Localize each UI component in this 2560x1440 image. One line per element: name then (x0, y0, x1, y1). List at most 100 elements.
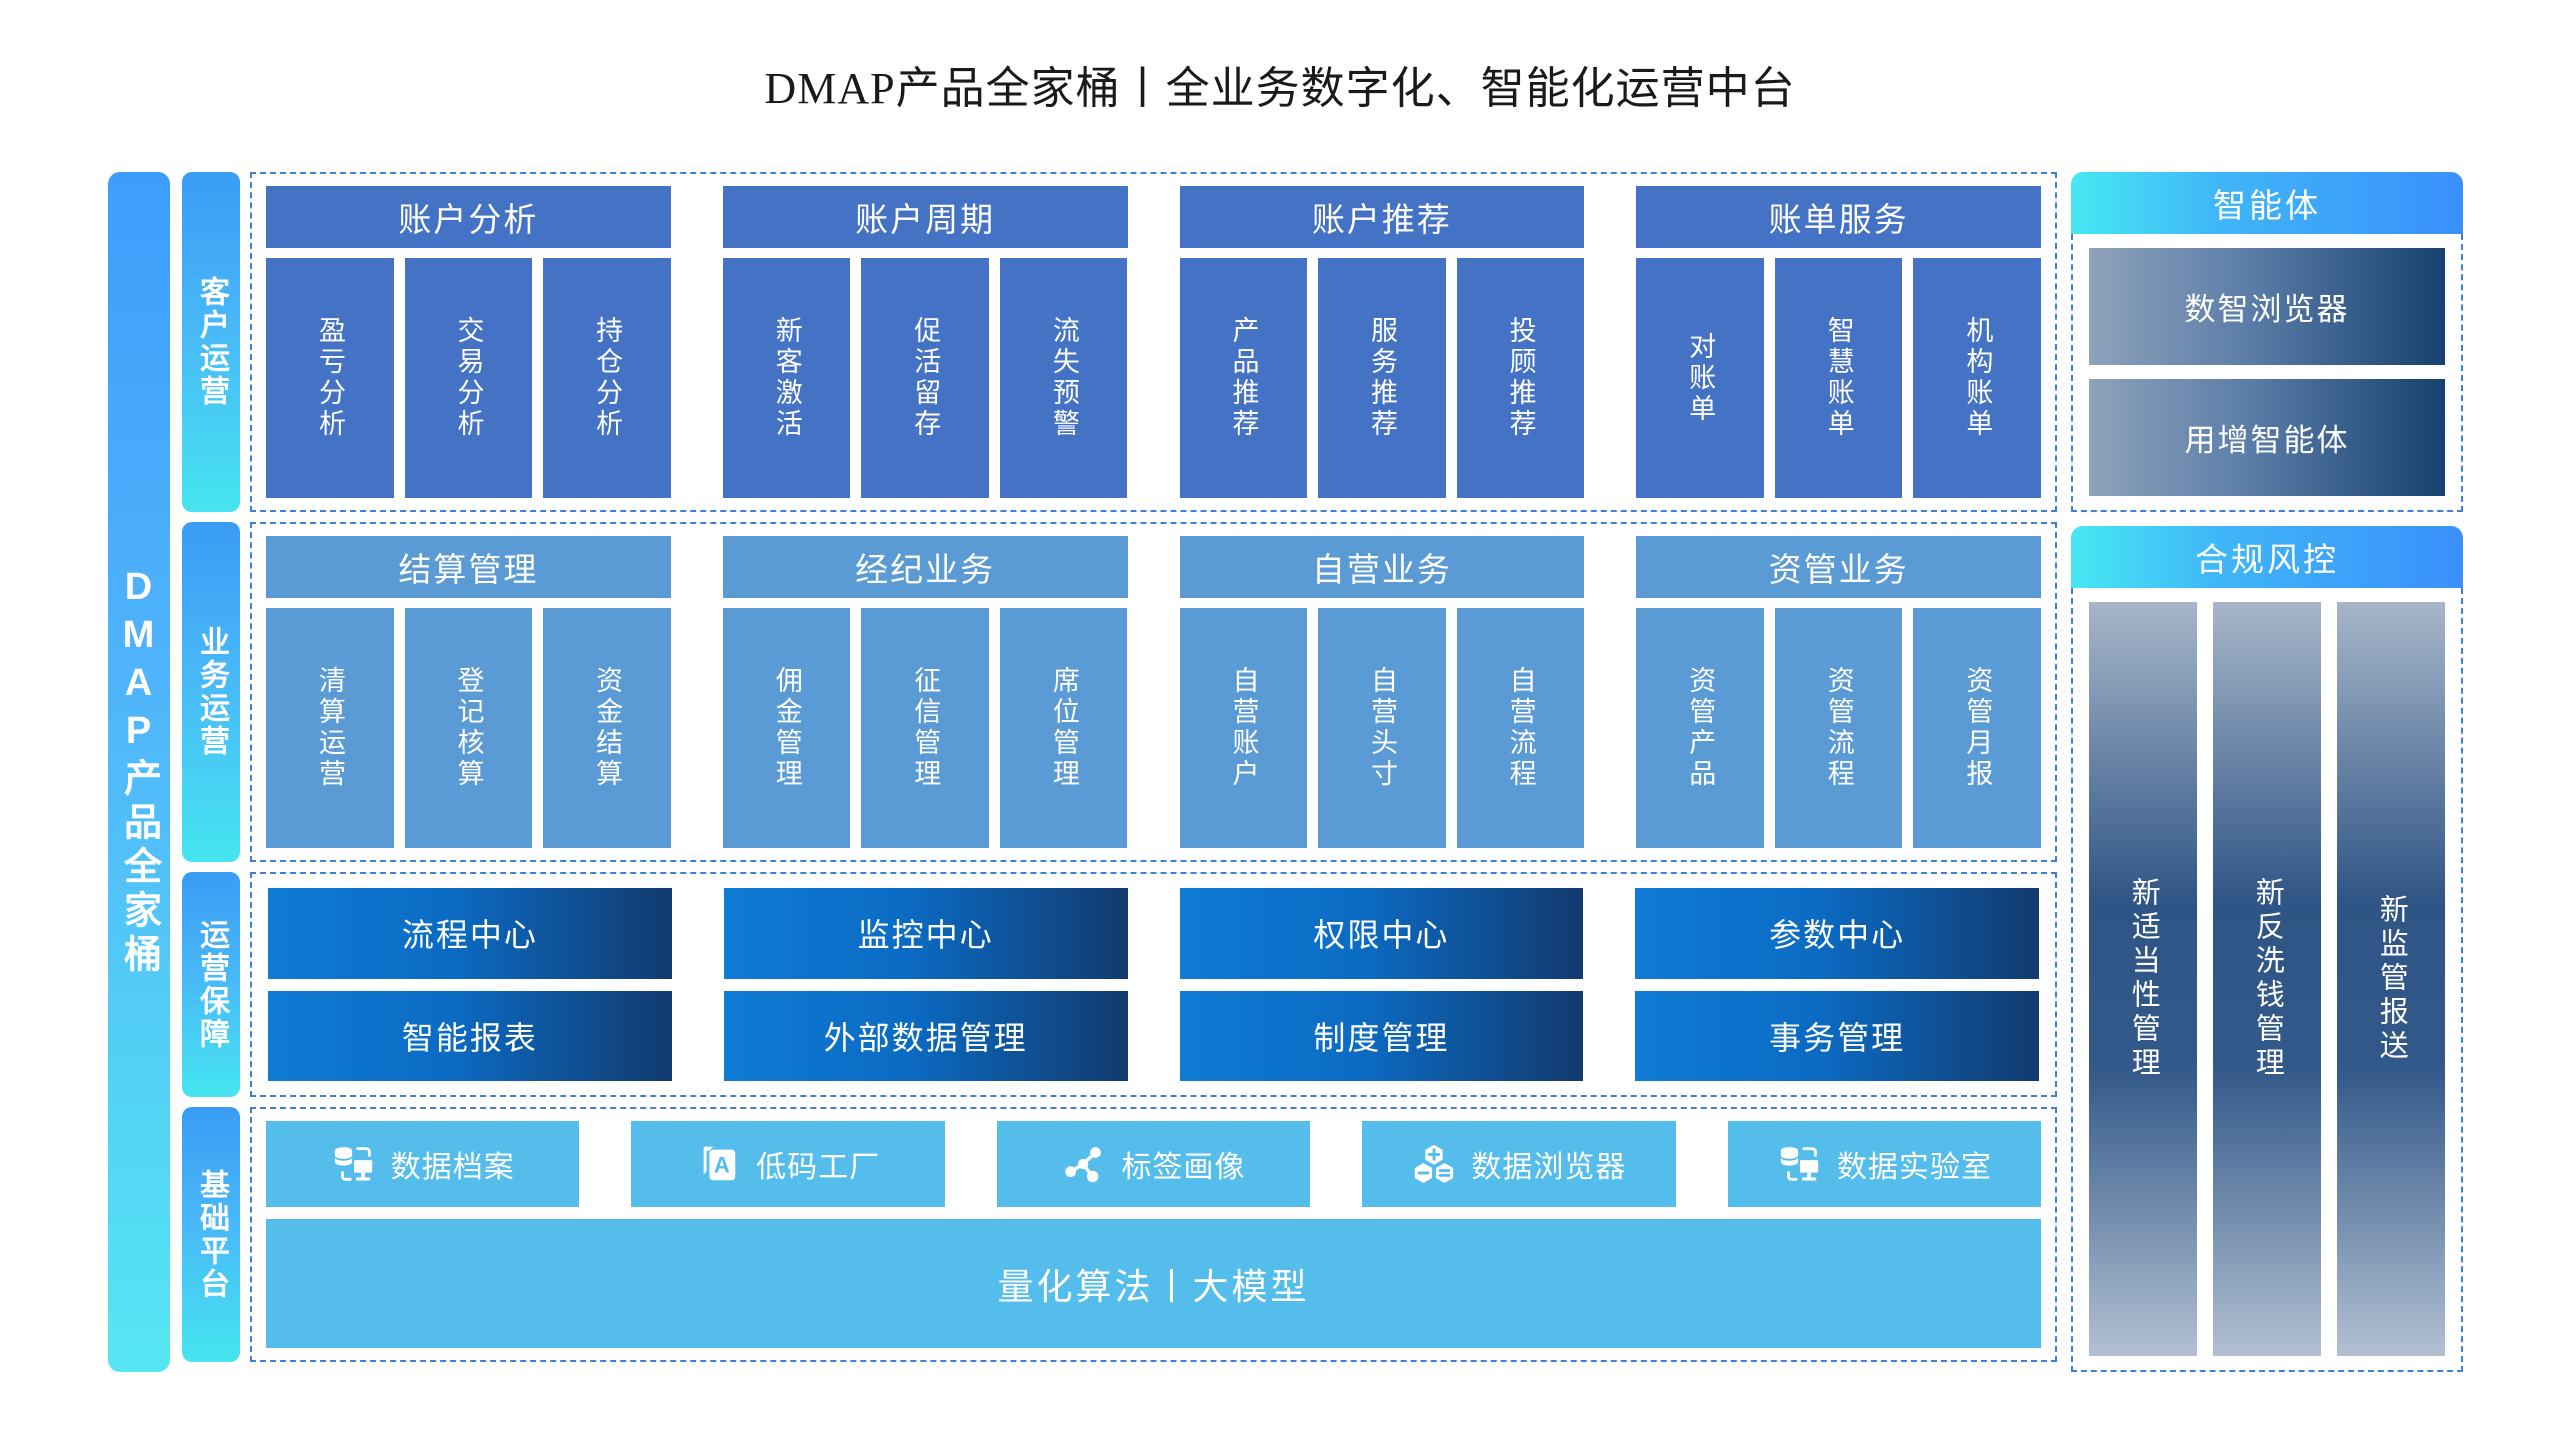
group-items: 清算运营 登记核算 资金结算 (266, 608, 671, 848)
group-item[interactable]: 资管产品 (1636, 608, 1764, 848)
group-title: 经纪业务 (722, 536, 1128, 598)
group-title: 账户周期 (722, 186, 1128, 248)
group-item[interactable]: 征信管理 (861, 608, 989, 848)
platform-wrap: 数据档案 A 低码工厂 (252, 1109, 2055, 1360)
group-item[interactable]: 盈亏分析 (266, 258, 394, 498)
row-business-operations: 业务运营 结算管理 清算运营 登记核算 资金结算 (182, 522, 2057, 862)
platform-chip[interactable]: A 低码工厂 (631, 1121, 945, 1207)
row-label-customer-operations: 客户运营 (182, 172, 240, 512)
row-customer-operations: 客户运营 账户分析 盈亏分析 交易分析 持仓分析 (182, 172, 2057, 512)
group-item[interactable]: 登记核算 (404, 608, 533, 848)
risk-card[interactable]: 新监管报送 (2337, 602, 2445, 1356)
brand-label: DMAP产品全家桶 (117, 566, 160, 978)
group-item[interactable]: 席位管理 (999, 608, 1128, 848)
row-label-text: 业务运营 (195, 626, 228, 758)
group-card[interactable]: 账单服务 对账单 智慧账单 机构账单 (1636, 186, 2041, 498)
ops-card[interactable]: 事务管理 (1635, 990, 2039, 1081)
group-item[interactable]: 资管月报 (1913, 608, 2041, 848)
platform-chip[interactable]: 数据浏览器 (1362, 1121, 1676, 1207)
group-item[interactable]: 智慧账单 (1774, 258, 1903, 498)
group-list-row1: 账户分析 盈亏分析 交易分析 持仓分析 账户周期 新客激活 (252, 174, 2055, 510)
group-item[interactable]: 清算运营 (266, 608, 394, 848)
side-panel-body: 新适当性管理 新反洗钱管理 新监管报送 (2071, 588, 2463, 1372)
group-title: 账单服务 (1636, 186, 2041, 248)
row-operations-support: 运营保障 流程中心 智能报表 监控中心 外部数据管理 (182, 872, 2057, 1097)
group-item[interactable]: 对账单 (1636, 258, 1764, 498)
platform-chip-label: 数据档案 (390, 1151, 515, 1184)
platform-chip-label: 标签画像 (1121, 1151, 1246, 1184)
group-title: 结算管理 (266, 536, 671, 598)
ops-card[interactable]: 流程中心 (268, 888, 672, 979)
group-items: 自营账户 自营头寸 自营流程 (1179, 608, 1585, 848)
risk-card[interactable]: 新反洗钱管理 (2213, 602, 2321, 1356)
group-title: 账户推荐 (1179, 186, 1585, 248)
group-item[interactable]: 流失预警 (999, 258, 1128, 498)
platform-chip-label: 数据浏览器 (1471, 1151, 1627, 1184)
platform-chip[interactable]: 数据实验室 (1727, 1121, 2042, 1207)
letter-a-card-icon: A (703, 1146, 736, 1181)
right-zone: 智能体 数智浏览器 用增智能体 合规风控 新适当性管理 新反洗钱管理 新监管报送 (2071, 172, 2463, 1372)
row-label-business-operations: 业务运营 (182, 522, 240, 862)
group-item[interactable]: 资管流程 (1774, 608, 1903, 848)
panel-business-operations: 结算管理 清算运营 登记核算 资金结算 经纪业务 佣金管理 (250, 522, 2057, 862)
group-item[interactable]: 持仓分析 (543, 258, 671, 498)
group-item[interactable]: 自营头寸 (1318, 608, 1446, 848)
ops-column: 流程中心 智能报表 (268, 888, 672, 1081)
group-item[interactable]: 机构账单 (1913, 258, 2041, 498)
group-item[interactable]: 自营流程 (1456, 608, 1585, 848)
group-item[interactable]: 佣金管理 (722, 608, 851, 848)
group-card[interactable]: 经纪业务 佣金管理 征信管理 席位管理 (722, 536, 1128, 848)
row-label-text: 基础平台 (195, 1168, 228, 1301)
platform-chip[interactable]: 数据档案 (266, 1121, 580, 1207)
platform-chip-row: 数据档案 A 低码工厂 (266, 1121, 2042, 1207)
group-items: 产品推荐 服务推荐 投顾推荐 (1179, 258, 1585, 498)
agent-card[interactable]: 用增智能体 (2089, 379, 2445, 496)
group-item[interactable]: 自营账户 (1179, 608, 1308, 848)
left-zone: DMAP产品全家桶 客户运营 账户分析 盈亏分析 (108, 172, 2057, 1372)
group-list-row2: 结算管理 清算运营 登记核算 资金结算 经纪业务 佣金管理 (252, 524, 2055, 860)
row-label-operations-support: 运营保障 (182, 872, 240, 1097)
group-item[interactable]: 服务推荐 (1318, 258, 1446, 498)
platform-chip[interactable]: 标签画像 (996, 1121, 1311, 1207)
group-card[interactable]: 结算管理 清算运营 登记核算 资金结算 (266, 536, 671, 848)
side-panel-title: 智能体 (2071, 172, 2463, 234)
ops-card[interactable]: 制度管理 (1179, 990, 1584, 1081)
ops-card[interactable]: 智能报表 (268, 990, 672, 1081)
ops-column: 参数中心 事务管理 (1635, 888, 2039, 1081)
page-title: DMAP产品全家桶丨全业务数字化、智能化运营中台 (764, 64, 1796, 113)
group-items: 盈亏分析 交易分析 持仓分析 (266, 258, 671, 498)
ops-card[interactable]: 参数中心 (1635, 888, 2039, 979)
ops-card[interactable]: 外部数据管理 (723, 990, 1128, 1081)
group-card[interactable]: 账户周期 新客激活 促活留存 流失预警 (722, 186, 1128, 498)
side-panel-risk: 合规风控 新适当性管理 新反洗钱管理 新监管报送 (2071, 526, 2463, 1372)
agent-card[interactable]: 数智浏览器 (2089, 248, 2445, 365)
side-panel-agent: 智能体 数智浏览器 用增智能体 (2071, 172, 2463, 512)
group-items: 佣金管理 征信管理 席位管理 (722, 608, 1128, 848)
row-label-text: 客户运营 (195, 276, 228, 408)
group-item[interactable]: 新客激活 (722, 258, 851, 498)
side-panel-title: 合规风控 (2071, 526, 2463, 588)
architecture-board: DMAP产品全家桶 客户运营 账户分析 盈亏分析 (108, 172, 2463, 1372)
group-item[interactable]: 资金结算 (543, 608, 671, 848)
ops-column: 监控中心 外部数据管理 (723, 888, 1128, 1081)
group-item[interactable]: 产品推荐 (1179, 258, 1308, 498)
group-item[interactable]: 促活留存 (861, 258, 989, 498)
database-monitor-icon (334, 1147, 372, 1181)
ops-card[interactable]: 权限中心 (1179, 888, 1584, 979)
row-base-platform: 基础平台 (182, 1107, 2057, 1362)
group-card[interactable]: 账户分析 盈亏分析 交易分析 持仓分析 (266, 186, 671, 498)
row-label-base-platform: 基础平台 (182, 1107, 240, 1362)
database-monitor-icon (1780, 1147, 1819, 1181)
hexagon-cluster-icon (1415, 1144, 1454, 1183)
group-title: 资管业务 (1636, 536, 2041, 598)
group-items: 对账单 智慧账单 机构账单 (1636, 258, 2041, 498)
panel-customer-operations: 账户分析 盈亏分析 交易分析 持仓分析 账户周期 新客激活 (250, 172, 2057, 512)
group-card[interactable]: 账户推荐 产品推荐 服务推荐 投顾推荐 (1179, 186, 1585, 498)
group-item[interactable]: 交易分析 (404, 258, 533, 498)
risk-card[interactable]: 新适当性管理 (2089, 602, 2197, 1356)
group-item[interactable]: 投顾推荐 (1456, 258, 1585, 498)
group-card[interactable]: 自营业务 自营账户 自营头寸 自营流程 (1179, 536, 1585, 848)
ops-card[interactable]: 监控中心 (723, 888, 1128, 979)
group-card[interactable]: 资管业务 资管产品 资管流程 资管月报 (1636, 536, 2041, 848)
